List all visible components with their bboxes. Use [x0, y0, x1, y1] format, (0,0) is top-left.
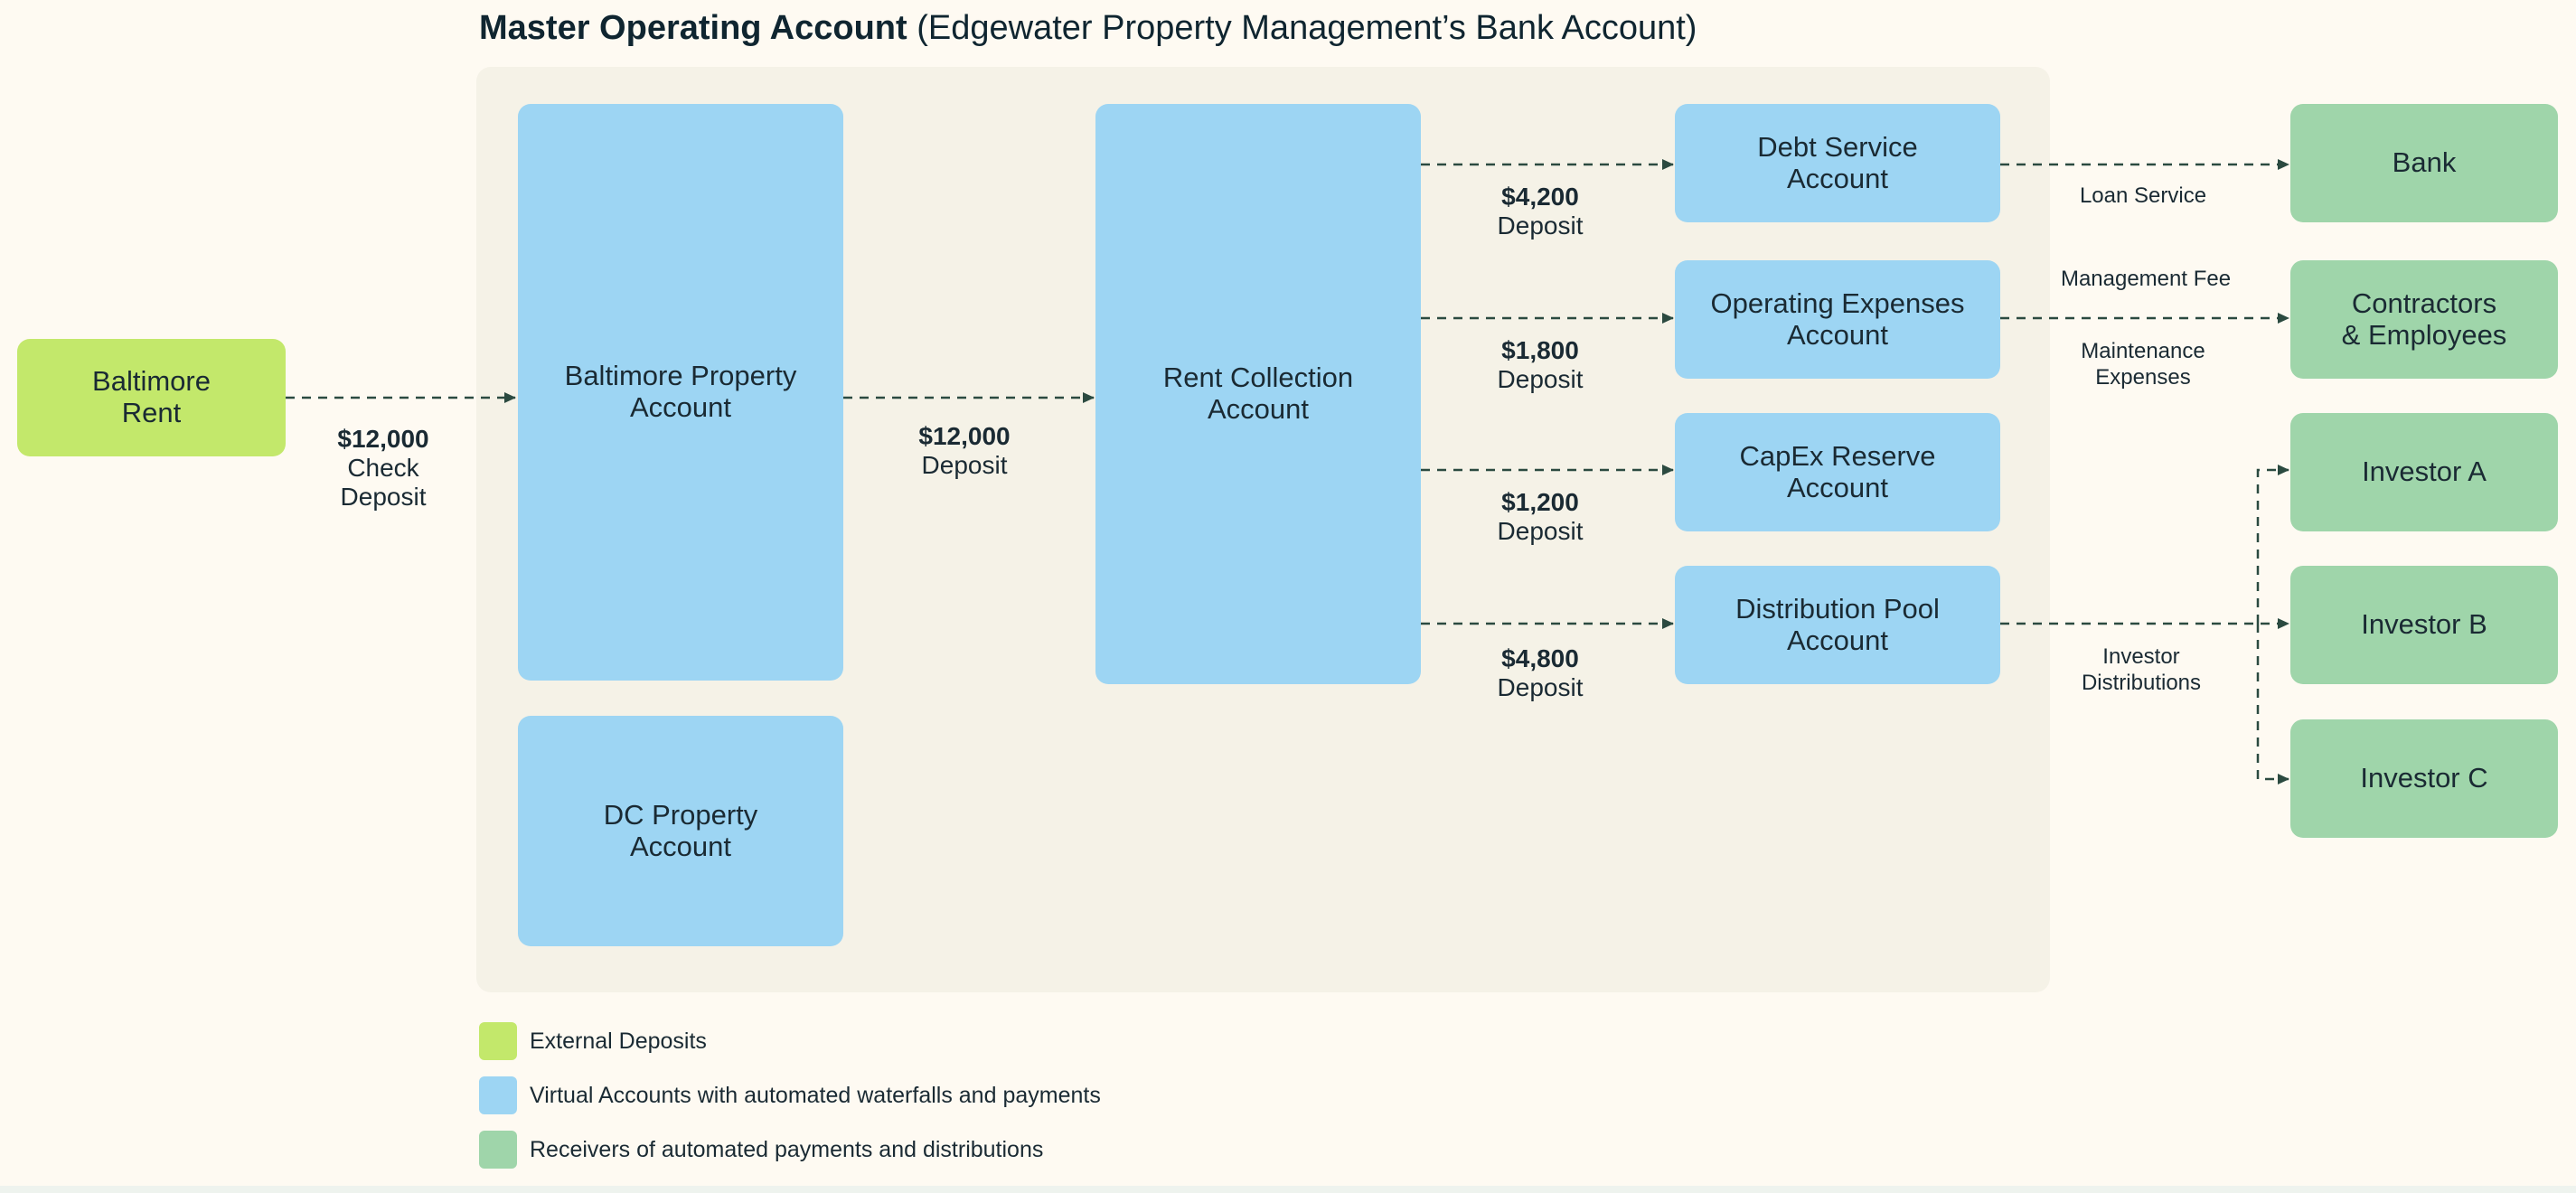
opex-deposit-label: $1,800 Deposit — [1497, 336, 1584, 394]
investor-c-node: Investor C — [2290, 719, 2558, 838]
arrow-to-investor-c — [2256, 624, 2289, 784]
legend-label: Virtual Accounts with automated waterfal… — [530, 1082, 1101, 1108]
baltimore-property-account: Baltimore Property Account — [518, 104, 843, 681]
management-fee-label: Management Fee — [2060, 267, 2232, 291]
investor-a-node: Investor A — [2290, 413, 2558, 531]
title-rest: (Edgewater Property Management’s Bank Ac… — [907, 9, 1697, 47]
rent-deposit-label: $12,000 Deposit — [918, 422, 1011, 480]
loan-service-label: Loan Service — [2079, 183, 2207, 208]
legend-swatch — [479, 1131, 517, 1169]
legend-label: External Deposits — [530, 1028, 707, 1054]
distribution-pool-account: Distribution Pool Account — [1675, 566, 2000, 684]
debt-deposit-label: $4,200 Deposit — [1497, 183, 1584, 240]
investor-b-node: Investor B — [2290, 566, 2558, 684]
debt-service-account: Debt Service Account — [1675, 104, 2000, 222]
rent-collection-account: Rent Collection Account — [1095, 104, 1421, 684]
legend-external: External Deposits — [479, 1022, 707, 1060]
maintenance-expenses-label: Maintenance Expenses — [2081, 339, 2205, 390]
legend-label: Receivers of automated payments and dist… — [530, 1136, 1044, 1162]
legend-virtual: Virtual Accounts with automated waterfal… — [479, 1076, 1101, 1114]
investor-distributions-label: Investor Distributions — [2081, 644, 2202, 695]
contractors-node: Contractors & Employees — [2290, 260, 2558, 379]
legend-receivers: Receivers of automated payments and dist… — [479, 1131, 1043, 1169]
title-bold: Master Operating Account — [479, 9, 907, 47]
bottom-edge — [0, 1186, 2576, 1193]
dc-property-account: DC Property Account — [518, 716, 843, 946]
legend-swatch — [479, 1022, 517, 1060]
baltimore-rent-node: Baltimore Rent — [17, 339, 286, 456]
operating-expenses-account: Operating Expenses Account — [1675, 260, 2000, 379]
page-title: Master Operating Account (Edgewater Prop… — [479, 9, 1697, 48]
legend-swatch — [479, 1076, 517, 1114]
check-deposit-label: $12,000 Check Deposit — [337, 425, 429, 512]
bank-node: Bank — [2290, 104, 2558, 222]
arrow-to-investor-a — [2256, 465, 2289, 624]
distribution-deposit-label: $4,800 Deposit — [1497, 644, 1584, 702]
capex-reserve-account: CapEx Reserve Account — [1675, 413, 2000, 531]
capex-deposit-label: $1,200 Deposit — [1497, 488, 1584, 546]
